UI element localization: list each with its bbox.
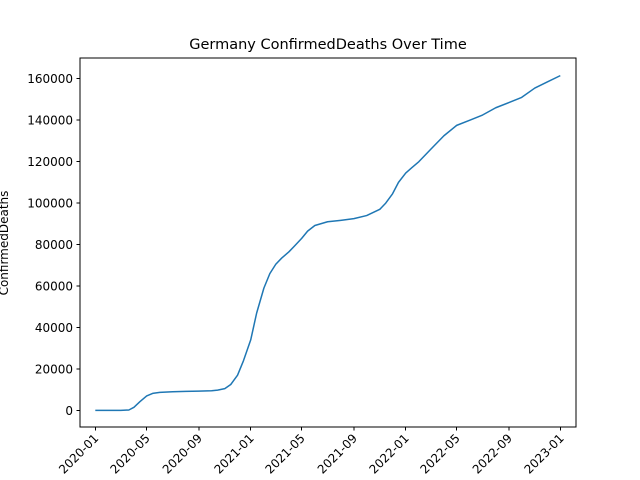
data-series-line xyxy=(95,74,561,412)
x-tick-label: 2022-01 xyxy=(366,431,411,476)
x-tick-label: 2022-05 xyxy=(417,431,462,476)
x-tick-label: 2020-05 xyxy=(107,431,152,476)
y-tick-label: 100000 xyxy=(27,197,73,211)
y-tick-label: 140000 xyxy=(27,114,73,128)
y-tick-label: 0 xyxy=(65,404,73,418)
y-tick-label: 80000 xyxy=(35,238,73,252)
y-axis-label: ConfirmedDeaths xyxy=(0,191,11,296)
y-axis: 0 20000 40000 60000 80000 100000 120000 140000 1… xyxy=(27,72,80,418)
x-tick-label: 2021-05 xyxy=(262,431,307,476)
x-tick-label: 2021-01 xyxy=(211,431,256,476)
x-axis: 2020-01 2020-05 2020-09 2021-01 2021-05 2021-… xyxy=(56,427,567,477)
y-tick-label: 40000 xyxy=(35,321,73,335)
x-tick-label: 2021-09 xyxy=(315,431,360,476)
y-tick-label: 120000 xyxy=(27,155,73,169)
x-tick-label: 2020-01 xyxy=(56,431,101,476)
y-tick-label: 20000 xyxy=(35,362,73,376)
y-tick-label: 60000 xyxy=(35,280,73,294)
chart-title: Germany ConfirmedDeaths Over Time xyxy=(189,37,467,53)
x-tick-label: 2020-09 xyxy=(160,431,205,476)
plot-frame xyxy=(79,57,577,428)
x-tick-label: 2022-09 xyxy=(470,431,515,476)
x-tick-label: 2023-01 xyxy=(521,431,566,476)
y-tick-label: 160000 xyxy=(27,72,73,86)
